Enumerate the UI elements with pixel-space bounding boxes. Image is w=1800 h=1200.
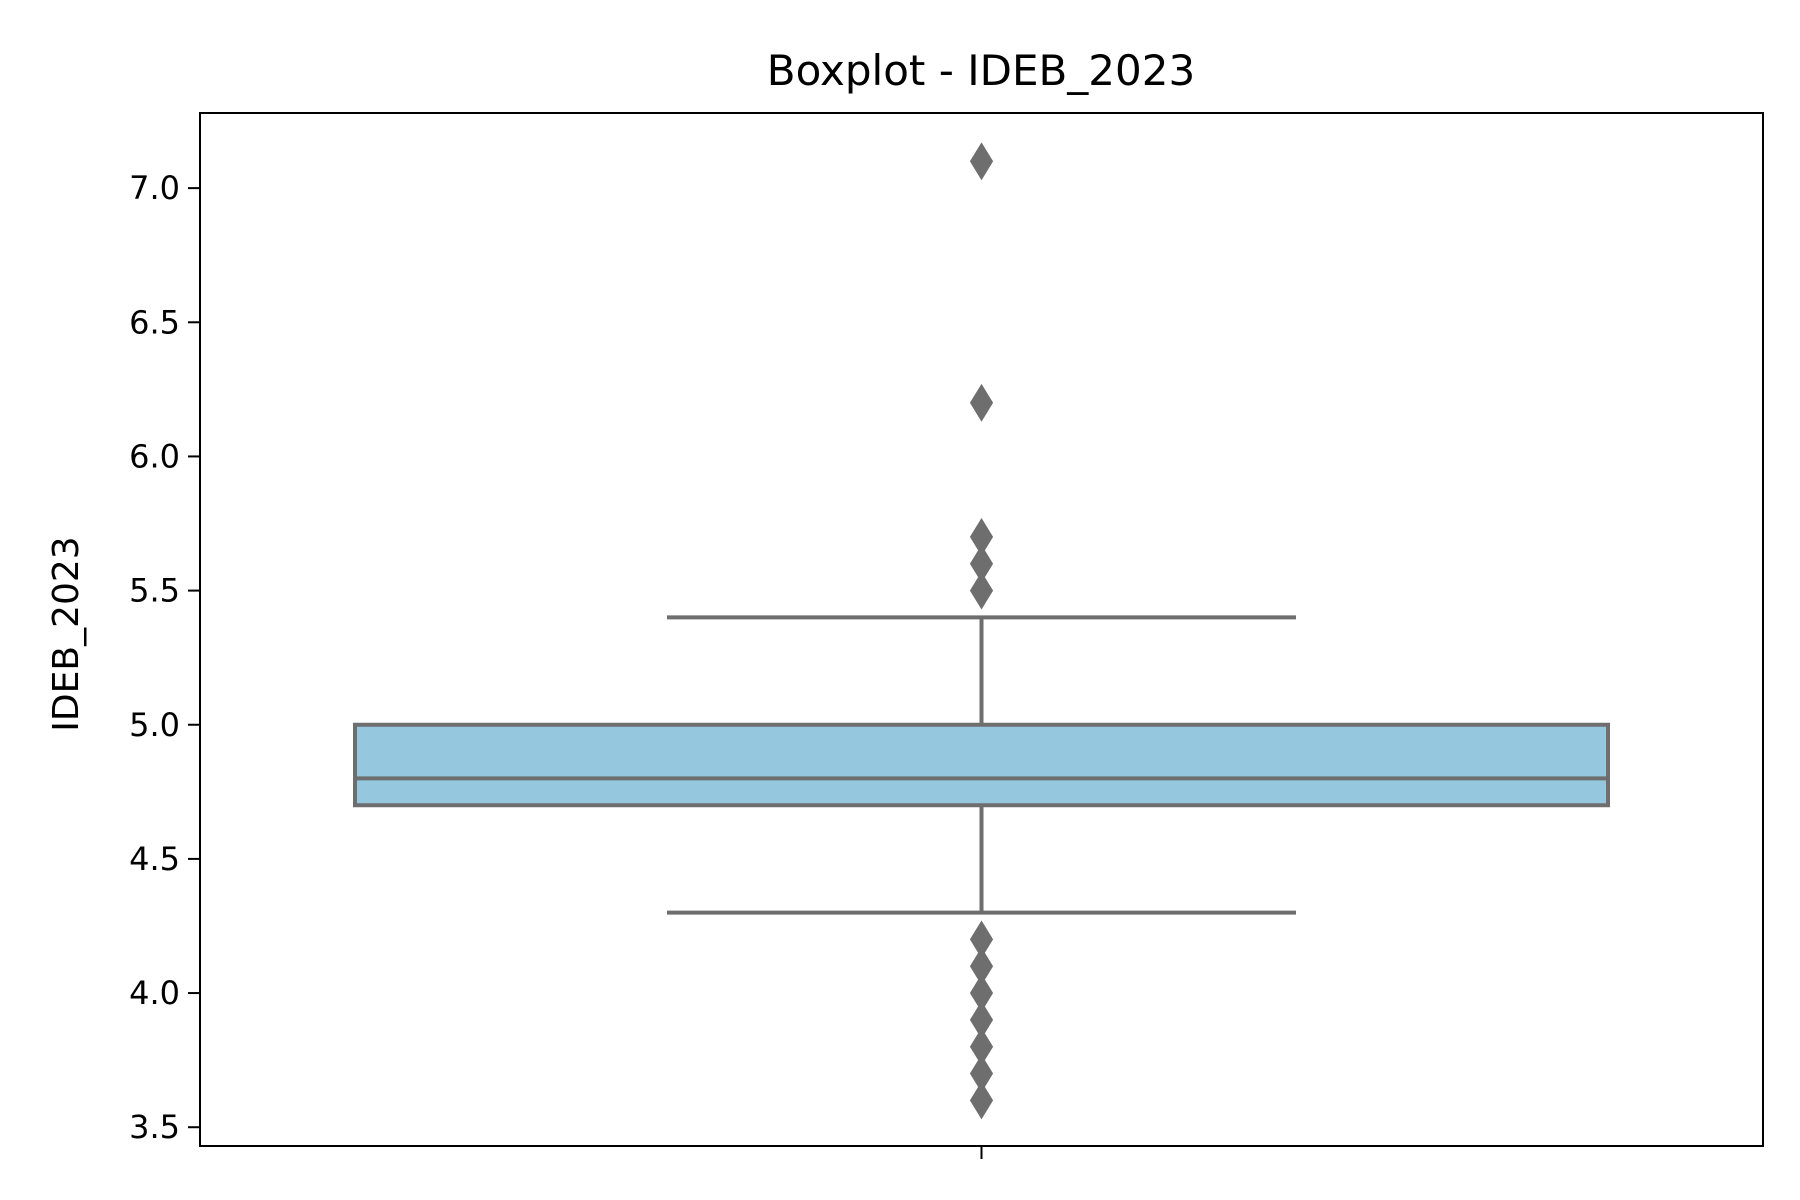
iqr-box: [353, 722, 1610, 808]
y-tick-label: 4.5: [129, 840, 180, 878]
outlier-point: [969, 1081, 994, 1120]
y-axis-label: IDEB_2023: [46, 536, 87, 731]
y-tick-label: 6.5: [129, 303, 180, 341]
outlier-point: [969, 383, 994, 422]
plot-marks: [353, 142, 1610, 1120]
y-tick-label: 7.0: [129, 169, 180, 207]
y-tick-label: 5.0: [129, 706, 180, 744]
y-tick-label: 4.0: [129, 974, 180, 1012]
y-tick-label: 6.0: [129, 437, 180, 475]
y-tick-label: 3.5: [129, 1108, 180, 1146]
outlier-point: [969, 571, 994, 610]
y-tick-label: 5.5: [129, 572, 180, 610]
y-axis-ticks: 3.5 4.0 4.5 5.0 5.5 6.0 6.5 7.0: [129, 169, 200, 1146]
chart-title: Boxplot - IDEB_2023: [767, 46, 1195, 95]
outlier-point: [969, 142, 994, 181]
